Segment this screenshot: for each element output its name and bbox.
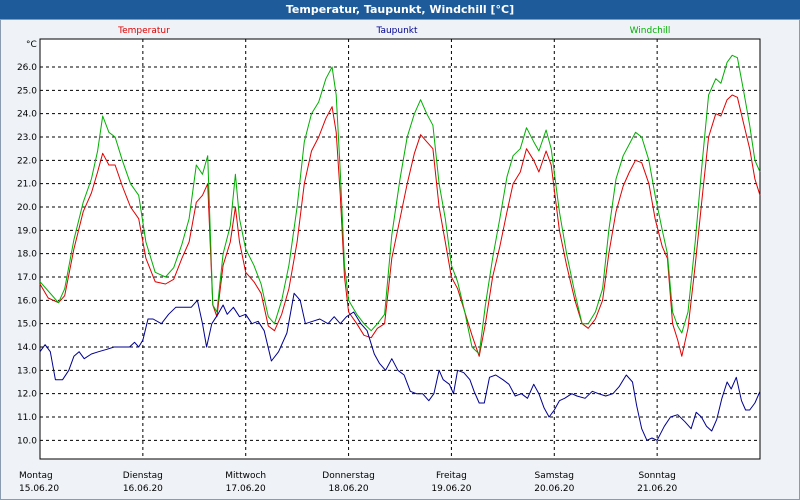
chart-title: Temperatur, Taupunkt, Windchill [°C] — [0, 0, 800, 19]
y-tick-label: 10.0 — [17, 436, 37, 446]
y-tick-label: 23.0 — [17, 133, 37, 143]
x-tick-date-label: 15.06.20 — [19, 484, 59, 494]
y-tick-label: 18.0 — [17, 250, 37, 260]
x-tick-date-label: 18.06.20 — [329, 484, 369, 494]
y-tick-label: 24.0 — [17, 110, 37, 120]
series-line — [39, 94, 761, 357]
y-tick-label: 11.0 — [17, 413, 37, 423]
y-tick-label: 12.0 — [17, 390, 37, 400]
x-tick-date-label: 16.06.20 — [123, 484, 163, 494]
x-tick-date-label: 17.06.20 — [226, 484, 266, 494]
y-tick-label: 22.0 — [17, 156, 37, 166]
x-tick-day-label: Dienstag — [123, 471, 163, 481]
x-tick-date-label: 19.06.20 — [431, 484, 471, 494]
legend-entry: Temperatur — [117, 26, 170, 36]
y-tick-label: 14.0 — [17, 343, 37, 353]
x-tick-day-label: Mittwoch — [225, 471, 266, 481]
y-tick-label: 15.0 — [17, 320, 37, 330]
y-tick-label: 21.0 — [17, 180, 37, 190]
y-tick-label: 26.0 — [17, 63, 37, 73]
x-tick-day-label: Donnerstag — [322, 471, 375, 481]
y-tick-label: 13.0 — [17, 366, 37, 376]
series-line — [39, 54, 761, 355]
x-tick-day-label: Montag — [19, 471, 53, 481]
y-tick-label: 25.0 — [17, 86, 37, 96]
x-tick-date-label: 21.06.20 — [637, 484, 677, 494]
legend-entry: Windchill — [630, 26, 671, 36]
plot-border — [39, 38, 761, 460]
y-tick-label: 16.0 — [17, 296, 37, 306]
y-axis-unit: °C — [26, 40, 37, 50]
chart-canvas: 10.0 11.0 12.0 13.0 14.0 15.0 16.0 17.0 18.0 19.0… — [17, 26, 761, 494]
y-tick-label: 19.0 — [17, 226, 37, 236]
legend-entry: Taupunkt — [375, 26, 418, 36]
y-tick-label: 17.0 — [17, 273, 37, 283]
series-line — [39, 292, 761, 441]
x-tick-day-label: Sonntag — [638, 471, 675, 481]
x-tick-date-label: 20.06.20 — [534, 484, 574, 494]
x-tick-day-label: Samstag — [535, 471, 574, 481]
plot-area — [40, 39, 760, 459]
y-tick-label: 20.0 — [17, 203, 37, 213]
x-tick-day-label: Freitag — [436, 471, 467, 481]
